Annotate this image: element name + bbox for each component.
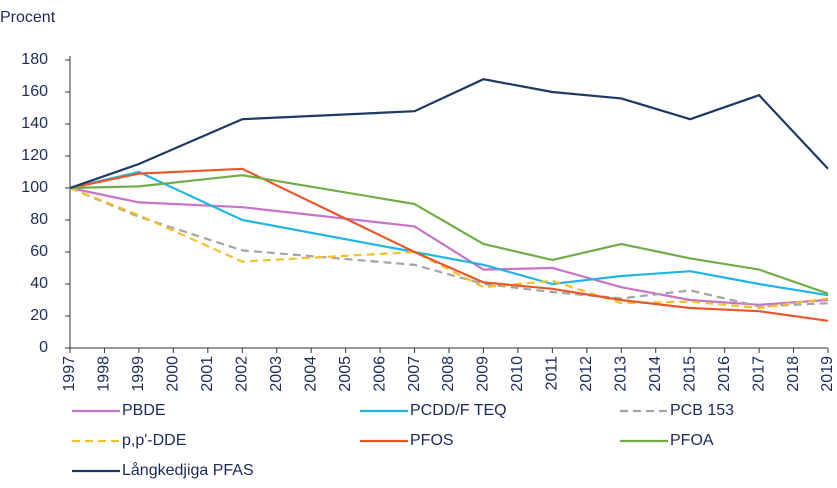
x-tick-label: 2013 <box>612 356 629 392</box>
x-tick-label: 2008 <box>440 356 457 392</box>
legend-label: PCB 153 <box>670 402 734 419</box>
y-tick-label: 120 <box>21 147 48 164</box>
x-tick-label: 2015 <box>681 356 698 392</box>
x-tick-label: 2004 <box>302 356 319 392</box>
series-line <box>69 186 829 306</box>
x-tick-label: 2001 <box>199 356 216 392</box>
series-line <box>69 167 829 322</box>
series-line <box>69 186 829 310</box>
x-tick-label: 2003 <box>268 356 285 392</box>
x-tick-label: 2006 <box>371 356 388 392</box>
x-tick-label: 2010 <box>509 356 526 392</box>
y-axis-label: Procent <box>0 9 56 26</box>
legend-label: p,p'-DDE <box>122 432 186 449</box>
legend-label: PCDD/F TEQ <box>410 402 507 419</box>
legend-label: Långkedjiga PFAS <box>122 461 254 479</box>
x-tick-label: 2009 <box>475 356 492 392</box>
y-tick-label: 0 <box>39 339 48 356</box>
x-tick-label: 2012 <box>578 356 595 392</box>
y-tick-label: 20 <box>30 307 48 324</box>
legend-label: PFOA <box>670 432 714 449</box>
x-tick-label: 2019 <box>819 356 836 392</box>
y-tick-label: 60 <box>30 243 48 260</box>
legend-label: PFOS <box>410 432 454 449</box>
x-tick-label: 1997 <box>61 356 78 392</box>
y-tick-label: 40 <box>30 275 48 292</box>
x-tick-label: 2014 <box>647 356 664 392</box>
x-tick-label: 2016 <box>716 356 733 392</box>
series-line <box>69 186 829 308</box>
series-line <box>69 170 829 297</box>
series-line <box>69 78 829 190</box>
y-tick-label: 180 <box>21 51 48 68</box>
x-tick-label: 1999 <box>130 356 147 392</box>
x-tick-label: 2018 <box>785 356 802 392</box>
legend-label: PBDE <box>122 402 166 419</box>
y-tick-label: 100 <box>21 179 48 196</box>
x-tick-label: 2007 <box>406 356 423 392</box>
x-tick-label: 2002 <box>233 356 250 392</box>
y-tick-label: 140 <box>21 115 48 132</box>
y-tick-label: 160 <box>21 83 48 100</box>
series-line <box>69 174 829 295</box>
y-tick-label: 80 <box>30 211 48 228</box>
x-tick-label: 2017 <box>750 356 767 392</box>
x-tick-label: 1998 <box>96 356 113 392</box>
x-tick-label: 2011 <box>544 356 561 391</box>
x-tick-label: 2000 <box>165 356 182 392</box>
x-tick-label: 2005 <box>337 356 354 392</box>
